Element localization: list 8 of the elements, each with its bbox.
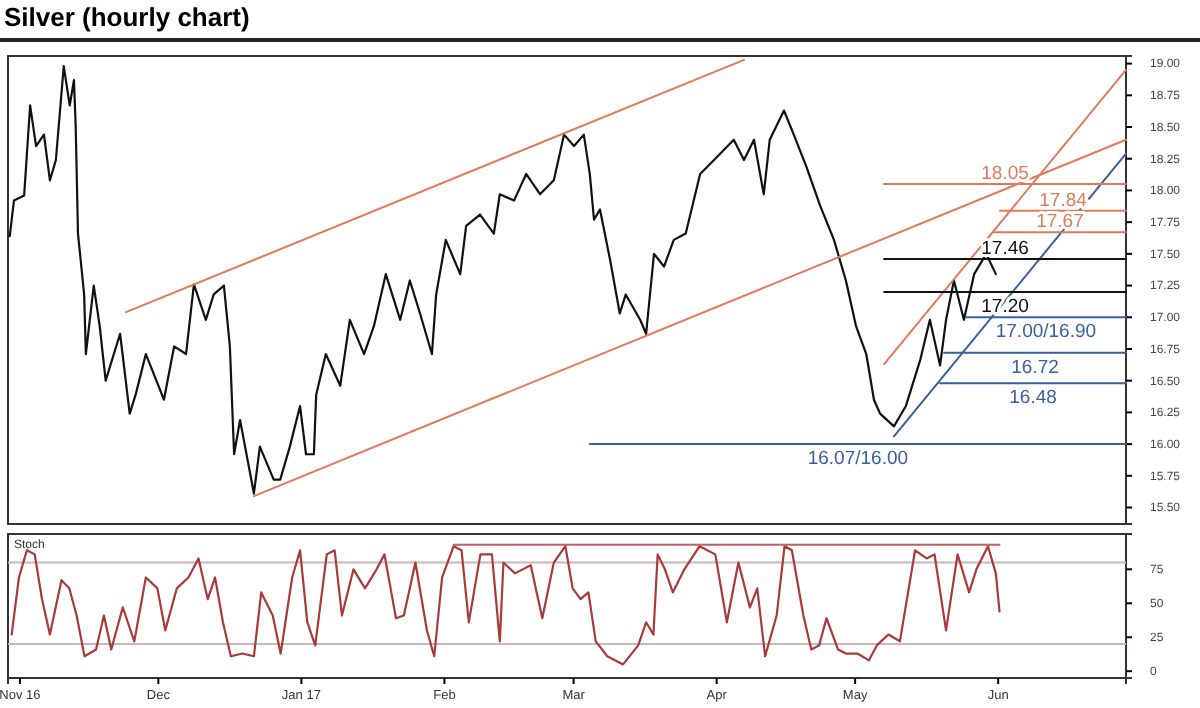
series-label: 17.46	[981, 237, 1029, 260]
series-label: 16.72	[1011, 356, 1059, 379]
series-label: 16.07/16.00	[807, 448, 909, 471]
series-label: 17.84	[1039, 189, 1087, 212]
series-label: 18.05	[981, 163, 1029, 186]
series-label: 16.48	[1009, 387, 1057, 410]
chart-title: Silver (hourly chart)	[4, 2, 250, 32]
series-label: 17.00/16.90	[995, 321, 1097, 344]
